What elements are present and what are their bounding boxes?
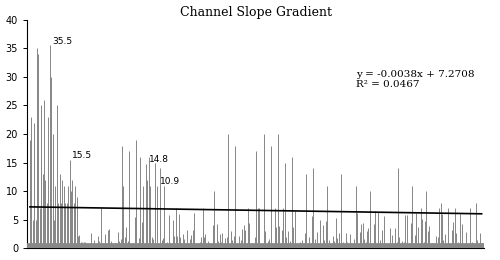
Text: 10.9: 10.9 [160, 177, 180, 186]
Text: 15.5: 15.5 [72, 151, 92, 160]
Text: y = -0.0038x + 7.2708
R² = 0.0467: y = -0.0038x + 7.2708 R² = 0.0467 [356, 70, 475, 89]
Title: Channel Slope Gradient: Channel Slope Gradient [180, 5, 332, 18]
Text: 14.8: 14.8 [149, 155, 169, 164]
Text: 35.5: 35.5 [52, 37, 72, 46]
